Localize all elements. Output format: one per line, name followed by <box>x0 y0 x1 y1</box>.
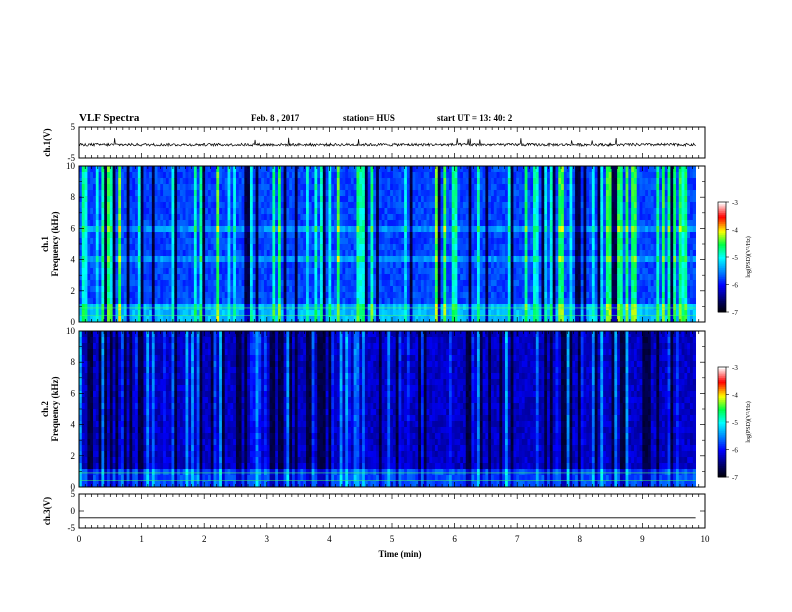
ch1-spectrogram-panel-ylabel: ch.1 <box>40 236 50 252</box>
ch3-waveform-panel-ytick-label: -5 <box>68 523 76 533</box>
ch1-waveform-panel-ytick-label: -5 <box>68 153 76 163</box>
ch1-spectrogram-panel-ytick-label: 4 <box>71 255 76 265</box>
ch1-colorbar: -3 -4 -5 -6 -7 log(PSD)(V²/Hz) <box>717 199 752 317</box>
ch2-spectrogram-panel-ylabel: ch.2 <box>40 401 50 417</box>
ch2-colorbar-tick-label: -5 <box>732 419 738 427</box>
x-tick-label: 10 <box>701 534 711 544</box>
ch1-spectrogram-panel-ytick-label: 10 <box>66 161 76 171</box>
ch1-colorbar-tick-label: -4 <box>732 227 738 235</box>
ch2-colorbar-tick-label: -3 <box>732 364 738 372</box>
ch3-waveform-panel-ylabel: ch.3(V) <box>42 497 52 525</box>
x-tick-label: 5 <box>390 534 395 544</box>
x-tick-label: 2 <box>202 534 207 544</box>
ch2-spectrogram-panel-ytick-label: 10 <box>66 326 76 336</box>
ch2-spectrogram-panel-ylabel: Frequency (kHz) <box>50 376 60 441</box>
ch2-spectrogram-panel-ytick-label: 2 <box>71 451 76 461</box>
ch1-waveform-panel-ylabel: ch.1(V) <box>42 128 52 156</box>
ch2-spectrogram-panel-ytick-label: 6 <box>71 388 76 398</box>
ch1-spectrogram-panel-ytick-label: 0 <box>71 317 76 327</box>
ch1-waveform-line <box>78 137 696 148</box>
ch2-colorbar-label: log(PSD)(V²/Hz) <box>745 401 752 442</box>
ch2-spectrogram-panel-ytick-label: 8 <box>71 357 76 367</box>
ch1-colorbar-tick-label: -5 <box>732 254 738 262</box>
x-axis-label: Time (min) <box>378 549 421 559</box>
ch2-spectrogram-image <box>79 331 697 488</box>
ch1-spectrogram-image <box>79 166 697 323</box>
ch3-waveform-panel-frame <box>78 493 706 529</box>
x-tick-label: 8 <box>578 534 583 544</box>
ch2-colorbar: -3 -4 -5 -6 -7 log(PSD)(V²/Hz) <box>717 364 752 482</box>
ch1-colorbar-tick-label: -7 <box>732 309 738 317</box>
start-time-label: start UT = 13: 40: 2 <box>437 113 513 123</box>
x-tick-label: 6 <box>452 534 457 544</box>
ch1-colorbar-tick-label: -6 <box>732 282 738 290</box>
ch1-waveform-panel-ytick-label: 5 <box>71 122 76 132</box>
ch2-colorbar-tick-label: -7 <box>732 474 738 482</box>
ch2-spectrogram-panel-ytick-label: 0 <box>71 482 76 492</box>
ch3-waveform-panel-ytick-label: 0 <box>71 506 76 516</box>
station-label: station= HUS <box>343 113 395 123</box>
x-tick-label: 3 <box>265 534 270 544</box>
ch2-spectrogram-panel-ytick-label: 4 <box>71 420 76 430</box>
x-tick-label: 9 <box>640 534 645 544</box>
x-tick-label: 0 <box>77 534 82 544</box>
ch1-spectrogram-panel-ytick-label: 2 <box>71 286 76 296</box>
ch1-spectrogram-panel-ylabel: Frequency (kHz) <box>50 211 60 276</box>
date-label: Feb. 8 , 2017 <box>251 113 300 123</box>
ch1-colorbar-label: log(PSD)(V²/Hz) <box>745 236 752 277</box>
chart-title: VLF Spectra <box>79 112 140 124</box>
x-tick-label: 7 <box>515 534 520 544</box>
x-tick-label: 1 <box>139 534 144 544</box>
x-tick-label: 4 <box>327 534 332 544</box>
ch1-spectrogram-panel-ytick-label: 6 <box>71 223 76 233</box>
ch1-colorbar-tick-label: -3 <box>732 199 738 207</box>
ch2-colorbar-tick-label: -4 <box>732 392 738 400</box>
ch2-colorbar-tick-label: -6 <box>732 447 738 455</box>
ch1-spectrogram-panel-ytick-label: 8 <box>71 192 76 202</box>
ch3-waveform-panel-ytick-label: 5 <box>71 489 76 499</box>
